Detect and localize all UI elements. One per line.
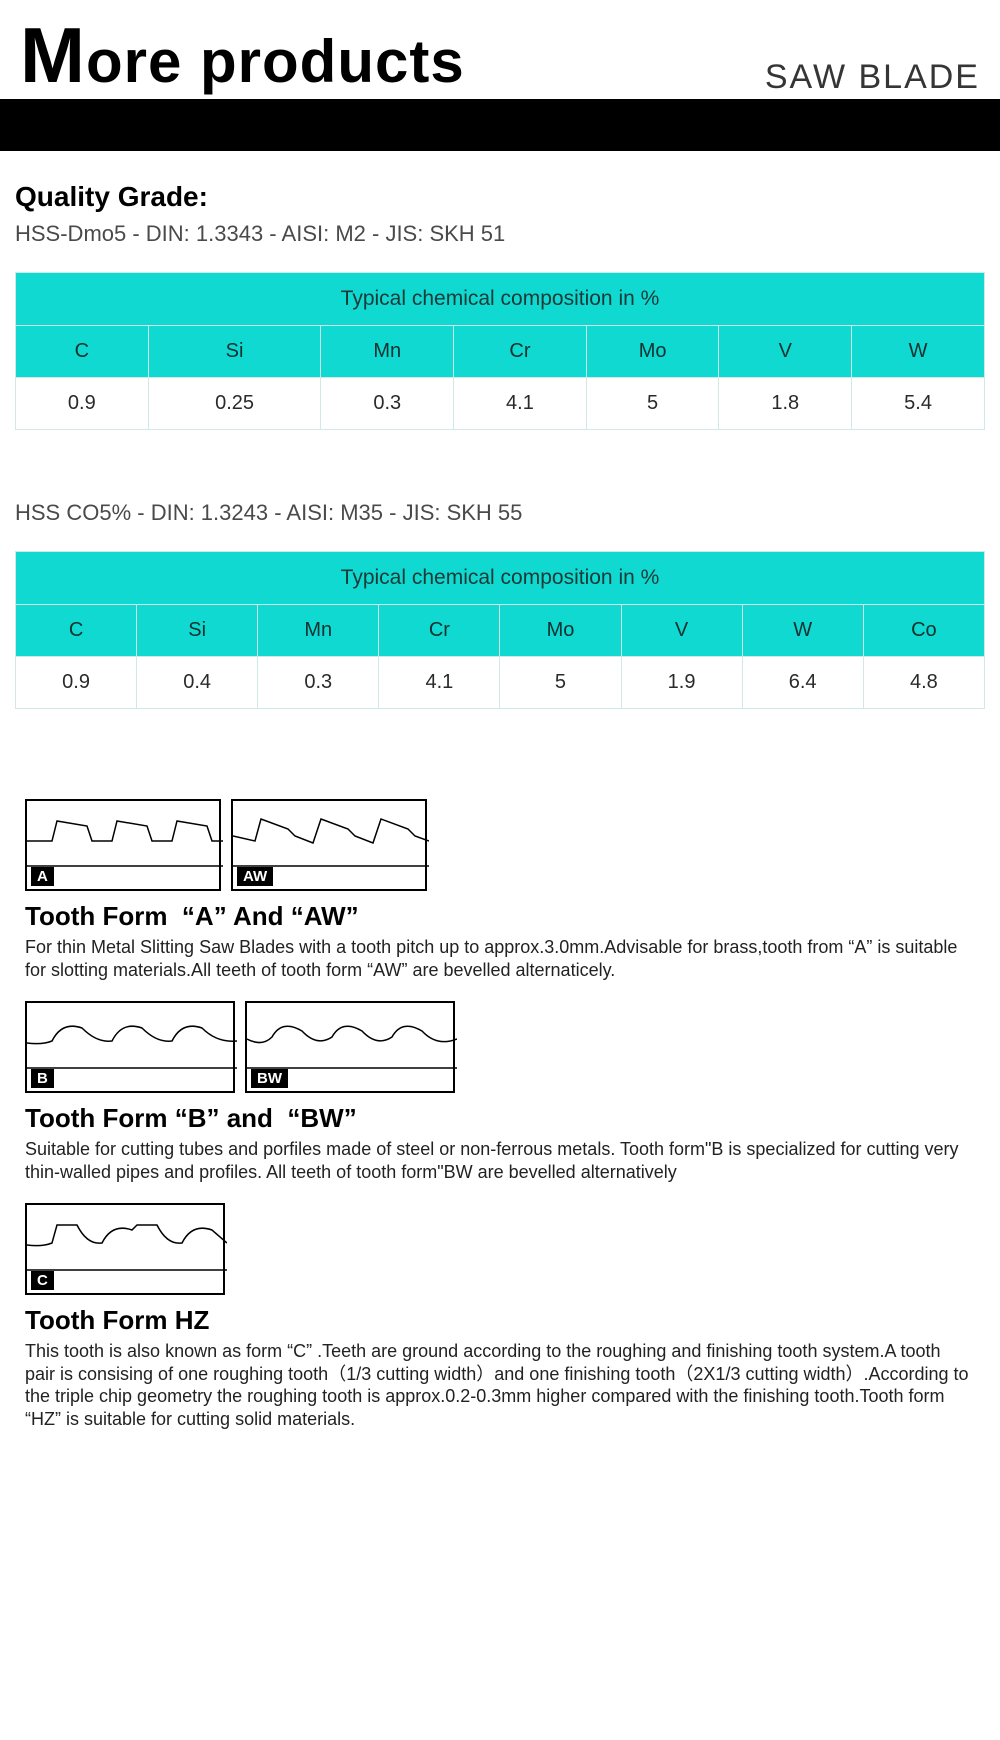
table1-col: W [852,326,985,378]
tooth-diagram-c: C [25,1203,225,1295]
quality-grade-heading: Quality Grade: [15,181,985,213]
grade-2-line: HSS CO5% - DIN: 1.3243 - AISI: M35 - JIS… [15,500,985,526]
table1-col: V [719,326,852,378]
table1-header-row: C Si Mn Cr Mo V W [16,326,985,378]
tooth-c-icon [27,1205,227,1297]
page-header: More products SAW BLADE [0,0,1000,151]
table2-col: Co [863,605,984,657]
tooth-diagram-a: A [25,799,221,891]
tooth-a-icon [27,801,223,893]
tooth-a-title: Tooth Form “A” And “AW” [25,901,975,932]
table2-cell: 1.9 [621,657,742,709]
table2-col: V [621,605,742,657]
table2-col: Cr [379,605,500,657]
table2-cell: 5 [500,657,621,709]
table2-cell: 4.1 [379,657,500,709]
table1-data-row: 0.9 0.25 0.3 4.1 5 1.8 5.4 [16,378,985,430]
table1-col: Mo [586,326,719,378]
table1-col: Mn [321,326,454,378]
page-title: More products [20,10,465,101]
table2-cell: 0.4 [137,657,258,709]
table2-col: W [742,605,863,657]
tooth-label-b: B [31,1069,54,1088]
table1-cell: 5.4 [852,378,985,430]
tooth-diagram-bw: BW [245,1001,455,1093]
table2-caption: Typical chemical composition in % [16,552,985,605]
tooth-b-desc: Suitable for cutting tubes and porfiles … [25,1138,975,1183]
title-rest: ore products [86,28,465,95]
table2-col: C [16,605,137,657]
table2-data-row: 0.9 0.4 0.3 4.1 5 1.9 6.4 4.8 [16,657,985,709]
table2-cell: 6.4 [742,657,863,709]
tooth-section-b: B BW Tooth Form “B” and “BW” Suitable fo… [15,1001,985,1183]
tooth-section-c: C Tooth Form HZ This tooth is also known… [15,1203,985,1430]
tooth-label-c: C [31,1271,54,1290]
table1-cell: 0.9 [16,378,149,430]
tooth-label-a: A [31,867,54,886]
composition-table-2: Typical chemical composition in % C Si M… [15,551,985,709]
content-area: Quality Grade: HSS-Dmo5 - DIN: 1.3343 - … [0,151,1000,1460]
table1-col: C [16,326,149,378]
table1-col: Cr [454,326,587,378]
tooth-a-diagrams: A AW [25,799,975,891]
table1-cell: 0.25 [148,378,321,430]
tooth-diagram-b: B [25,1001,235,1093]
table2-cell: 0.9 [16,657,137,709]
tooth-c-diagrams: C [25,1203,975,1295]
table1-cell: 0.3 [321,378,454,430]
tooth-c-desc: This tooth is also known as form “C” .Te… [25,1340,975,1430]
table2-col: Mn [258,605,379,657]
tooth-a-desc: For thin Metal Slitting Saw Blades with … [25,936,975,981]
spacer [15,739,985,779]
tooth-b-title: Tooth Form “B” and “BW” [25,1103,975,1134]
composition-table-1: Typical chemical composition in % C Si M… [15,272,985,430]
tooth-c-title: Tooth Form HZ [25,1305,975,1336]
table2-cell: 0.3 [258,657,379,709]
table2-col: Mo [500,605,621,657]
tooth-label-bw: BW [251,1069,288,1088]
table1-caption: Typical chemical composition in % [16,273,985,326]
table2-header-row: C Si Mn Cr Mo V W Co [16,605,985,657]
page-subtitle: SAW BLADE [765,58,980,101]
spacer [15,460,985,500]
tooth-label-aw: AW [237,867,273,886]
table1-cell: 5 [586,378,719,430]
header-divider-bar [0,99,1000,151]
table1-col: Si [148,326,321,378]
table1-cell: 4.1 [454,378,587,430]
tooth-b-diagrams: B BW [25,1001,975,1093]
grade-1-line: HSS-Dmo5 - DIN: 1.3343 - AISI: M2 - JIS:… [15,221,985,247]
table2-cell: 4.8 [863,657,984,709]
tooth-b-icon [27,1003,237,1095]
title-big-letter: M [20,11,86,99]
table2-col: Si [137,605,258,657]
tooth-section-a: A AW Tooth Form “A” And “AW” For thin Me… [15,799,985,981]
table1-cell: 1.8 [719,378,852,430]
tooth-diagram-aw: AW [231,799,427,891]
header-top-row: More products SAW BLADE [0,10,1000,101]
